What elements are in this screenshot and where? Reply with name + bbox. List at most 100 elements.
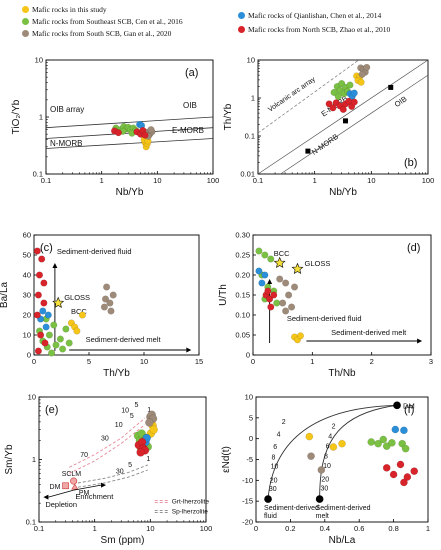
arrow-head — [186, 347, 192, 353]
y-tick-label: 1 — [251, 94, 255, 103]
y-tick-label: 0.25 — [235, 251, 250, 260]
x-tick-label: 0 — [32, 357, 36, 366]
data-point — [59, 345, 67, 353]
y-tick-label: 0 — [27, 351, 31, 360]
legend-label: Mafic rocks in this study — [32, 5, 107, 14]
legend-label: Mafic rocks from South SCB, Gan et al., … — [32, 29, 172, 38]
label-enrichment: Enrichment — [75, 492, 114, 501]
dm-symbol — [62, 482, 69, 490]
mixing-label: 8 — [324, 454, 328, 461]
legend-swatch — [22, 18, 29, 25]
data-point — [261, 251, 269, 259]
reference-square — [388, 84, 394, 90]
y-axis-label: Sm/Yb — [4, 444, 15, 474]
melting-label: 30 — [116, 468, 124, 475]
arrow-head — [52, 263, 58, 268]
mantle-array-line — [280, 74, 429, 175]
panel-1: 0.1 1 10 1000.010.1110Nb/YbTh/Yb(b)Volcanic… — [223, 56, 434, 199]
x-tick-label: 0.2 — [285, 524, 295, 533]
reference-star — [273, 256, 286, 269]
data-point — [330, 88, 338, 96]
data-point — [350, 98, 358, 106]
data-point — [288, 303, 296, 311]
data-point — [107, 307, 115, 315]
label-sclm: SCLM — [62, 471, 82, 478]
label-grt-lherzolite: Grt-lherzolite — [172, 499, 210, 506]
label-melt-2: melt — [316, 513, 329, 520]
mixing-label: 2 — [282, 419, 286, 426]
mixing-label: 6 — [326, 444, 330, 451]
melting-label: 5 — [128, 462, 132, 469]
y-tick-label: 10 — [245, 393, 253, 402]
data-point — [65, 339, 73, 347]
y-axis-label: TiO₂/Yb — [11, 99, 22, 134]
annotation-nmorb: N-MORB — [50, 139, 82, 148]
annotation-fluid: Sediment-derived fluid — [57, 247, 132, 256]
y-tick-label: 10 — [28, 393, 36, 402]
data-point — [34, 347, 42, 355]
data-point — [282, 307, 290, 315]
mixing-label: 4 — [277, 432, 281, 439]
data-point — [379, 435, 388, 444]
x-tick-label: 0.8 — [388, 524, 398, 533]
data-point — [291, 283, 299, 291]
data-point — [329, 443, 338, 451]
data-point — [282, 279, 290, 287]
data-point — [346, 81, 354, 89]
x-tick-label: 1 — [426, 524, 430, 533]
x-tick-label: 2 — [370, 357, 374, 366]
data-point — [145, 418, 154, 427]
arrow-head — [417, 338, 423, 344]
y-tick-label: 10 — [35, 56, 43, 65]
label-gloss: GLOSS — [64, 293, 90, 302]
data-point — [48, 349, 56, 357]
data-point — [136, 448, 145, 457]
mantle-array-line — [257, 59, 429, 175]
data-point — [255, 247, 263, 255]
data-point — [267, 303, 275, 311]
reference-square — [342, 118, 348, 124]
end-member-dm — [393, 401, 401, 410]
x-tick-label: 10 — [146, 524, 154, 533]
y-tick-label: 0.1 — [26, 518, 36, 527]
data-point — [338, 439, 346, 448]
x-tick-label: 5 — [87, 357, 91, 366]
data-point — [149, 425, 158, 434]
y-tick-label: 60 — [23, 231, 31, 240]
y-tick-label: 0.30 — [235, 231, 250, 240]
data-point — [329, 104, 337, 112]
data-point — [261, 271, 269, 279]
end-member-fluid — [264, 495, 272, 503]
arrow-head — [101, 482, 107, 488]
label-nmorb: N-MORB — [310, 132, 340, 157]
panel-5: 0 0.2 0.4 0.6 0.8 1 -20 -15 -10 -5 0 5 10 Nb/La εNd(t)… — [221, 393, 430, 547]
y-tick-label: 5 — [249, 413, 253, 422]
melting-curve — [69, 424, 146, 474]
y-tick-label: -5 — [246, 455, 253, 464]
melting-label: 10 — [115, 422, 123, 429]
data-point — [100, 303, 108, 311]
data-point — [41, 339, 49, 347]
data-point — [388, 439, 396, 447]
data-point — [44, 311, 52, 319]
x-tick-label: 0.4 — [320, 524, 330, 533]
annotation-melt: Sediment-derived melt — [331, 328, 407, 337]
data-point — [62, 325, 70, 333]
label-bcc: BCC — [274, 249, 290, 258]
data-point — [40, 299, 48, 307]
panel-label: (e) — [45, 404, 58, 416]
x-axis-label: Nb/La — [329, 535, 356, 546]
mixing-label: 8 — [271, 455, 275, 462]
x-tick-label: 10 — [367, 176, 375, 185]
y-tick-label: 1 — [39, 113, 43, 122]
x-tick-label: 15 — [195, 357, 203, 366]
y-tick-label: 0 — [249, 434, 253, 443]
y-tick-label: 1 — [32, 455, 36, 464]
y-tick-label: -15 — [242, 497, 253, 506]
mixing-label: 20 — [321, 477, 329, 484]
mixing-label: 10 — [271, 464, 279, 471]
label-dm: DM — [403, 401, 415, 410]
data-point — [78, 311, 86, 319]
panel-label: (c) — [40, 242, 53, 254]
data-point — [276, 275, 284, 283]
